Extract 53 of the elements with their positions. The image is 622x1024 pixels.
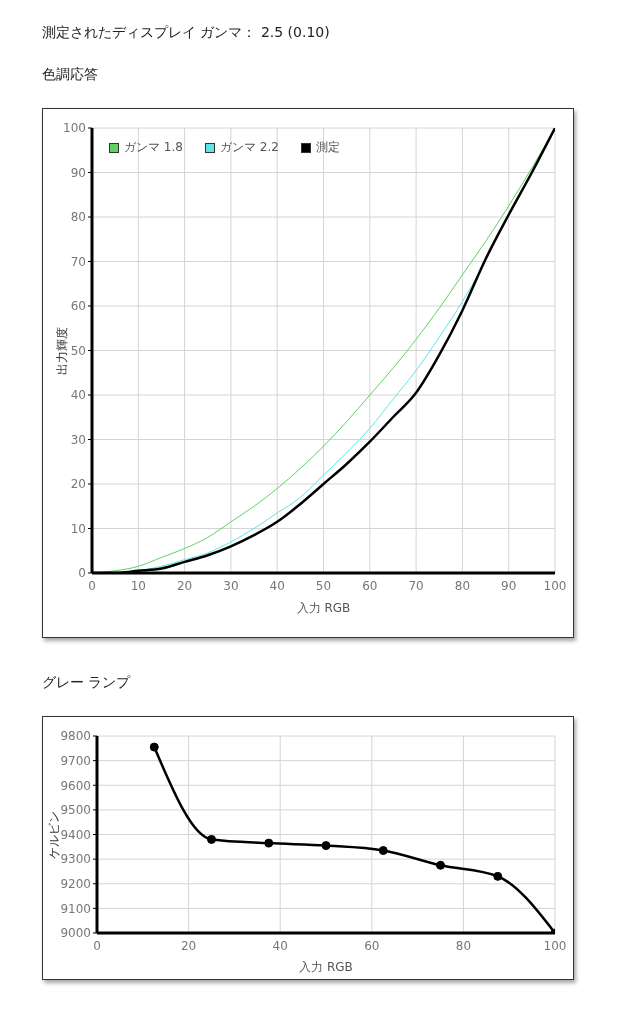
chart-subtitle: 色調応答 [42,65,99,84]
y-tick-label: 70 [70,254,86,269]
legend-label: 測定 [316,139,340,156]
x-axis-title: 入力 RGB [296,601,351,615]
x-tick-label: 60 [362,578,378,593]
y-tick-label: 80 [70,210,86,225]
y-tick-label: 9100 [60,901,91,916]
point [493,871,503,881]
x-tick-label: 40 [269,578,285,593]
point [436,860,445,870]
y-tick-label: 9200 [60,877,91,892]
y-tick-label: 9700 [60,753,91,768]
x-tick-label: 10 [130,578,146,593]
y-axis-title: ケルビン [47,810,61,859]
y-tick-label: 90 [70,165,86,180]
x-tick-label: 40 [272,938,288,953]
y-tick-label: 30 [70,432,86,447]
y-tick-label: 9800 [60,729,91,744]
x-tick-label: 80 [455,938,472,953]
x-axis-title: 入力 RGB [299,960,353,974]
y-tick-label: 0 [78,566,86,581]
x-tick-label: 0 [93,938,101,953]
chart-title: 測定されたディスプレイ ガンマ： 2.5 (0.10) [42,23,331,42]
x-tick-label: 80 [454,578,471,593]
legend-label: ガンマ 2.2 [220,139,279,156]
x-tick-label: 30 [223,578,239,593]
y-tick-label: 9400 [60,827,91,842]
point [378,846,388,856]
x-tick-label: 60 [364,938,380,953]
y-tick-label: 9300 [60,852,91,867]
x-tick-label: 100 [543,578,567,593]
x-tick-label: 100 [543,938,567,953]
y-tick-label: 9000 [60,926,91,941]
point [264,838,274,848]
y-tick-label: 50 [70,343,86,358]
y-tick-label: 9500 [60,803,91,818]
x-tick-label: 20 [176,578,193,593]
x-tick-label: 50 [315,578,332,593]
y-tick-label: 9600 [60,778,91,793]
point [321,841,331,851]
y-tick-label: 40 [70,388,86,403]
legend-label: ガンマ 1.8 [124,139,183,156]
point [149,742,159,752]
y-tick-label: 20 [70,477,86,492]
chart-title: グレー ランプ [42,673,132,692]
y-tick-label: 10 [70,521,86,536]
y-tick-label: 60 [70,299,86,314]
x-tick-label: 90 [501,578,517,593]
y-tick-label: 100 [63,121,86,136]
point [207,834,216,844]
x-tick-label: 70 [408,578,424,593]
x-tick-label: 20 [180,938,197,953]
y-axis-title: 出力輝度 [55,326,69,375]
